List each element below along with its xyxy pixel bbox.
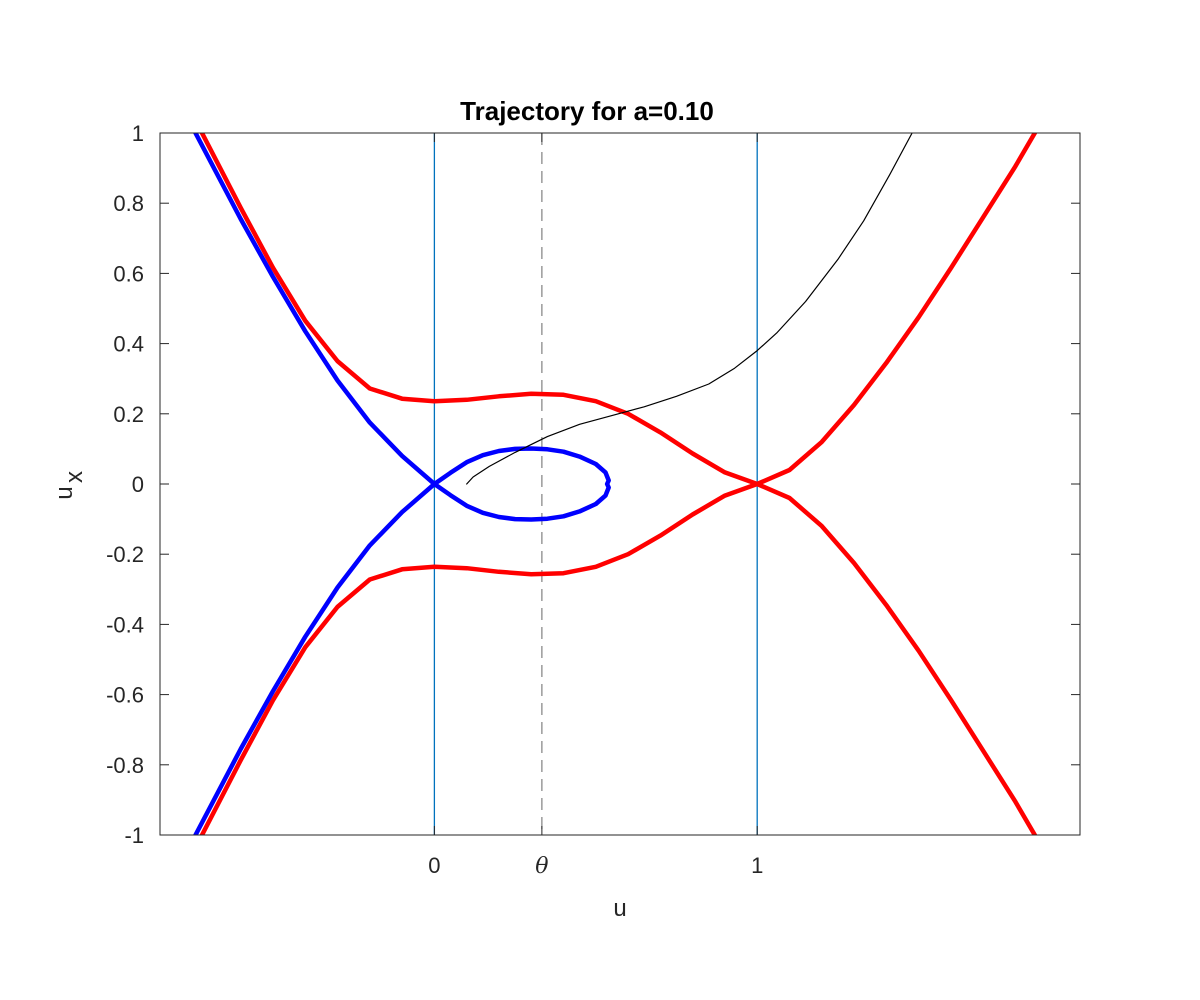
series-line-1 bbox=[199, 133, 1038, 835]
chart-title: Trajectory for a=0.10 bbox=[460, 96, 714, 126]
x-tick-label-2: 1 bbox=[751, 853, 763, 878]
y-tick-label-7: -0.4 bbox=[106, 612, 144, 637]
y-tick-label-10: -1 bbox=[124, 823, 144, 848]
series-layer bbox=[193, 133, 1038, 835]
y-axis-label-subscript: x bbox=[61, 471, 88, 483]
y-axis-label: u x bbox=[51, 471, 88, 500]
x-tick-label-0: 0 bbox=[428, 853, 440, 878]
x-axis-ticks: 0 θ 1 bbox=[428, 133, 763, 879]
y-axis-ticks: 1 0.8 0.6 0.4 0.2 0 -0.2 -0.4 -0.6 -0.8 -1 bbox=[106, 121, 1080, 848]
y-tick-label-2: 0.6 bbox=[113, 261, 144, 286]
series-line-3 bbox=[466, 133, 913, 485]
series-line-0 bbox=[199, 133, 1038, 835]
y-tick-label-3: 0.4 bbox=[113, 332, 144, 357]
y-tick-label-4: 0.2 bbox=[113, 402, 144, 427]
y-tick-label-8: -0.6 bbox=[106, 683, 144, 708]
y-tick-label-6: -0.2 bbox=[106, 542, 144, 567]
series-line-2 bbox=[193, 133, 611, 835]
y-tick-label-0: 1 bbox=[132, 121, 144, 146]
y-axis-label-main: u bbox=[51, 486, 78, 499]
plot-area bbox=[160, 133, 1080, 835]
x-tick-label-1: θ bbox=[535, 854, 548, 879]
y-tick-label-5: 0 bbox=[132, 472, 144, 497]
x-axis-label: u bbox=[613, 895, 626, 922]
y-tick-label-9: -0.8 bbox=[106, 753, 144, 778]
y-tick-label-1: 0.8 bbox=[113, 191, 144, 216]
